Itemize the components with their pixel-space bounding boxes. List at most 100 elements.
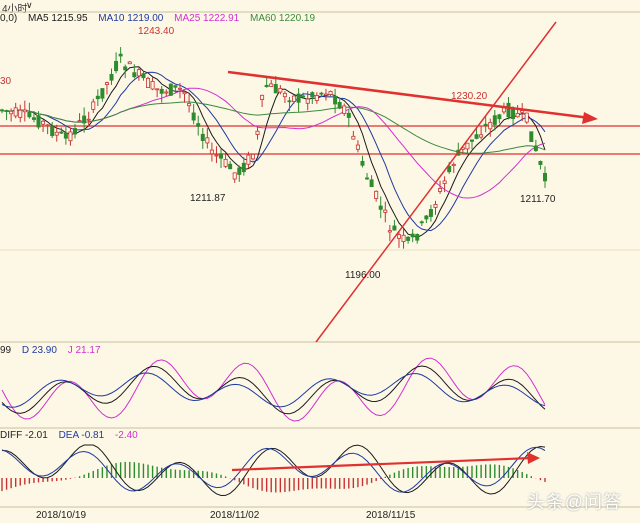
ma10-line	[1, 71, 546, 232]
candle-body	[18, 109, 23, 118]
ma-legend: 0,0) MA5 1215.95 MA10 1219.00 MA25 1222.…	[0, 13, 640, 26]
macd-trend-arrow	[231, 456, 533, 472]
candle-body	[104, 82, 109, 85]
candle-body	[260, 94, 265, 100]
candle-body	[54, 131, 59, 136]
candle-body	[355, 144, 360, 150]
candle-body	[123, 66, 128, 71]
candle-body	[438, 188, 443, 192]
price-high-left: 1243.40	[138, 26, 175, 37]
uptrend-line	[315, 21, 557, 343]
candle-body	[31, 117, 36, 120]
candle-body	[296, 93, 301, 103]
candle-body	[269, 83, 274, 87]
kdj-k-line	[1, 365, 546, 415]
candle-body	[182, 91, 187, 95]
macd-value: -2.40	[114, 430, 138, 441]
candle-body	[492, 115, 497, 125]
candle-body	[273, 84, 278, 94]
candle-body	[392, 225, 397, 231]
period-selector[interactable]: 4小时 ∨	[0, 0, 640, 15]
candle-body	[177, 87, 182, 90]
candle-body	[214, 154, 219, 157]
price-low-2: 1196.00	[345, 270, 381, 281]
candle-body	[246, 154, 251, 165]
candle-body	[488, 122, 493, 130]
candle-body	[474, 134, 479, 139]
candle-body	[511, 108, 516, 120]
candle-body	[543, 173, 548, 182]
kdj-k-value: 99	[0, 345, 12, 356]
candle-body	[287, 100, 292, 103]
ma10-value: MA10 1219.00	[98, 13, 164, 24]
candle-body	[428, 209, 433, 217]
candle-body	[319, 92, 324, 95]
date-tick: 2018/11/02	[210, 510, 260, 521]
candle-body	[401, 234, 406, 243]
candle-body	[114, 60, 119, 72]
candle-body	[200, 133, 205, 141]
candle-body	[538, 161, 543, 165]
candle-body	[333, 95, 338, 105]
candle-body	[95, 95, 100, 100]
macd-legend: DIFF -2.01 DEA -0.81 -2.40	[0, 430, 640, 442]
candle-body	[415, 233, 420, 241]
macd-dea-line	[1, 446, 546, 493]
candle-body	[533, 145, 538, 152]
candle-body	[447, 165, 452, 173]
downtrend-arrow	[227, 70, 591, 120]
candle-body	[241, 162, 246, 173]
candle-body	[223, 158, 228, 167]
candle-body	[118, 53, 123, 57]
candle-body	[419, 221, 424, 224]
candle-body	[342, 105, 347, 114]
candle-body	[310, 92, 315, 98]
candle-body	[323, 93, 328, 96]
candle-body	[168, 83, 173, 96]
period-label[interactable]: 4小时	[2, 4, 28, 15]
candle-body	[86, 118, 91, 121]
candle-body	[360, 160, 365, 166]
candle-body	[365, 177, 370, 180]
candle-body	[442, 180, 447, 184]
candle-body	[219, 153, 224, 159]
candle-body	[36, 115, 41, 128]
ma-legend-prefix: 0,0)	[0, 13, 18, 24]
candle-body	[515, 113, 520, 118]
candle-body	[424, 215, 429, 220]
candle-body	[387, 230, 392, 233]
candle-body	[469, 139, 474, 142]
candle-body	[22, 109, 27, 113]
candle-body	[150, 81, 155, 90]
candle-body	[278, 88, 283, 93]
candle-body	[146, 78, 151, 88]
candle-body	[82, 115, 87, 124]
ma60-value: MA60 1220.19	[249, 13, 316, 24]
candle-body	[159, 88, 164, 94]
candle-body	[91, 101, 96, 110]
candle-body	[328, 91, 333, 95]
price-edge: 30	[0, 76, 12, 87]
chevron-down-icon[interactable]: ∨	[26, 0, 33, 10]
candle-body	[520, 110, 525, 113]
candle-body	[109, 73, 114, 81]
candle-body	[59, 131, 64, 134]
candle-body	[524, 112, 529, 123]
candle-body	[50, 126, 55, 137]
candle-body	[479, 134, 484, 138]
candle-body	[173, 85, 178, 88]
candle-body	[346, 112, 351, 118]
candle-body	[205, 137, 210, 144]
candle-body	[378, 205, 383, 210]
candle-body	[141, 73, 146, 79]
kdj-legend: 99 D 23.90 J 21.17	[0, 345, 640, 357]
kdj-d-value: D 23.90	[21, 345, 57, 356]
candle-body	[155, 88, 160, 91]
kdj-j-value: J 21.17	[67, 345, 101, 356]
macd-dea-value: DEA -0.81	[58, 430, 105, 441]
candle-body	[337, 102, 342, 109]
candle-body	[132, 72, 137, 78]
candle-body	[232, 172, 237, 180]
ma5-value: MA5 1215.95	[28, 13, 88, 24]
